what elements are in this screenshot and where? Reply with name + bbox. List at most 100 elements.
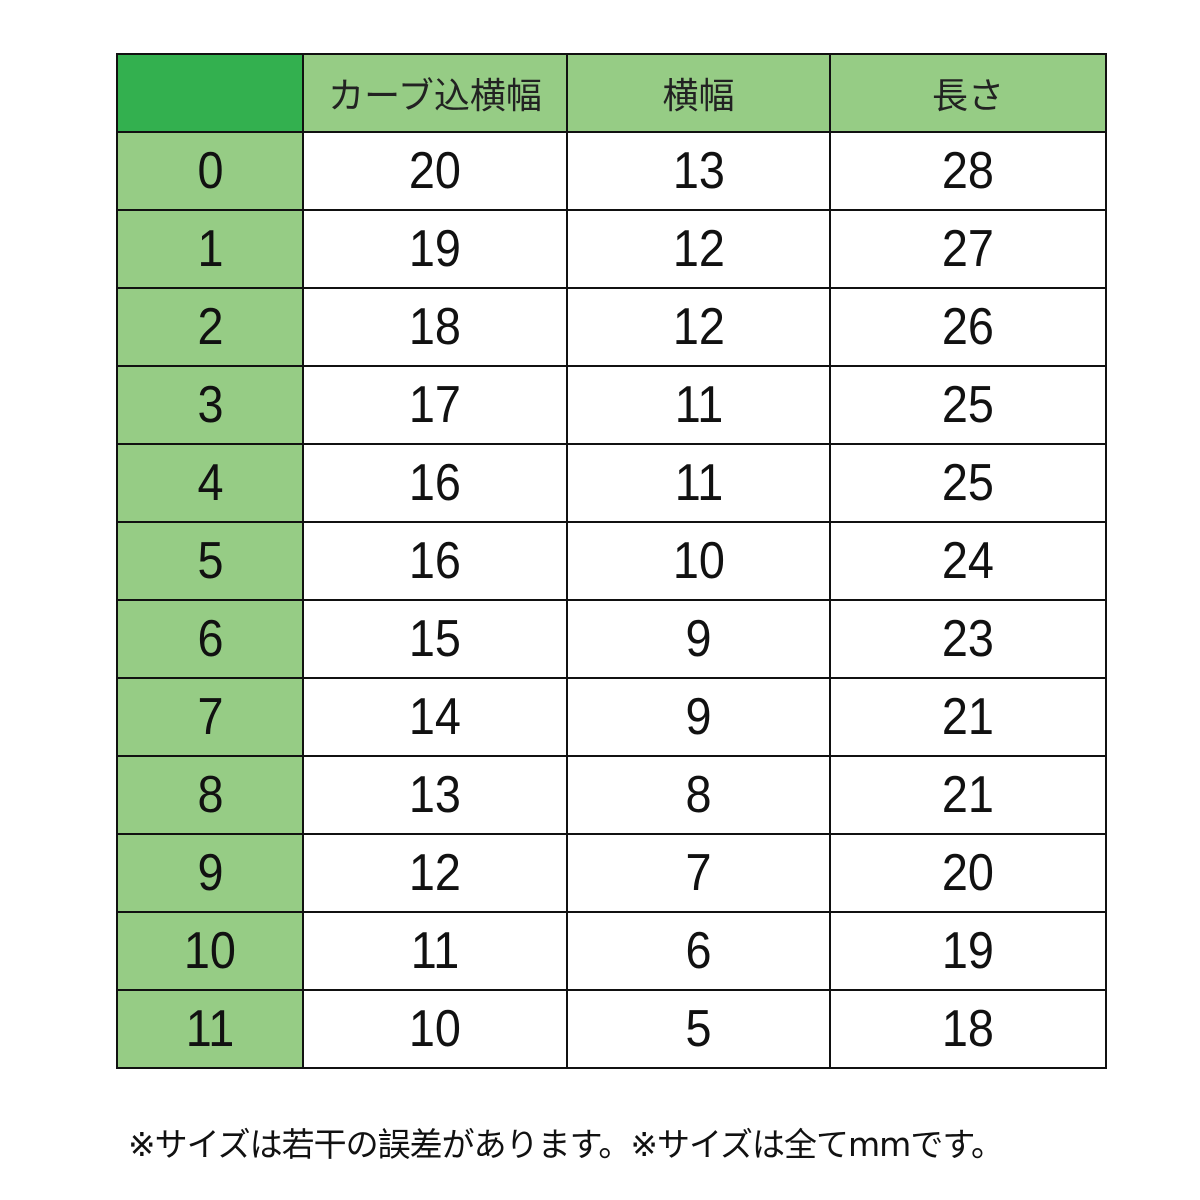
curve-width-cell: 10	[302, 989, 568, 1069]
cell-value: 8	[196, 766, 224, 824]
size-number: 10	[116, 911, 304, 991]
cell-value: 12	[408, 844, 462, 902]
cell-value: 13	[672, 142, 725, 200]
cell-value: 11	[410, 922, 460, 980]
cell-value: 10	[672, 532, 725, 590]
length-cell: 25	[829, 365, 1107, 445]
cell-value: 25	[941, 376, 995, 434]
width-cell: 11	[566, 443, 831, 523]
cell-value: 10	[408, 1000, 462, 1058]
cell-value: 12	[672, 298, 725, 356]
cell-value: 9	[196, 844, 224, 902]
header-length: 長さ	[829, 53, 1107, 133]
cell-value: 12	[672, 220, 725, 278]
header-corner	[116, 53, 304, 133]
cell-value: 11	[674, 454, 723, 512]
length-cell: 20	[829, 833, 1107, 913]
size-number: 11	[116, 989, 304, 1069]
cell-value: 24	[941, 532, 995, 590]
cell-value: 7	[196, 688, 224, 746]
cell-value: 17	[408, 376, 462, 434]
cell-value: 0	[196, 142, 224, 200]
cell-value: 19	[941, 922, 995, 980]
width-cell: 9	[566, 599, 831, 679]
size-number: 5	[116, 521, 304, 601]
cell-value: 10	[183, 922, 237, 980]
length-cell: 18	[829, 989, 1107, 1069]
cell-value: 15	[408, 610, 462, 668]
curve-width-cell: 12	[302, 833, 568, 913]
width-cell: 13	[566, 131, 831, 211]
cell-value: 28	[941, 142, 995, 200]
size-number: 6	[116, 599, 304, 679]
length-cell: 19	[829, 911, 1107, 991]
size-number: 7	[116, 677, 304, 757]
width-cell: 8	[566, 755, 831, 835]
curve-width-cell: 19	[302, 209, 568, 289]
curve-width-cell: 17	[302, 365, 568, 445]
table-row: 11 10 5 18	[116, 989, 1107, 1069]
width-cell: 5	[566, 989, 831, 1069]
curve-width-cell: 16	[302, 521, 568, 601]
curve-width-cell: 18	[302, 287, 568, 367]
cell-value: 18	[408, 298, 462, 356]
length-cell: 21	[829, 677, 1107, 757]
size-number: 8	[116, 755, 304, 835]
curve-width-cell: 13	[302, 755, 568, 835]
cell-value: 27	[941, 220, 995, 278]
cell-value: 3	[196, 376, 224, 434]
cell-value: 7	[685, 844, 712, 902]
cell-value: 23	[941, 610, 995, 668]
cell-value: 20	[408, 142, 462, 200]
cell-value: 26	[941, 298, 995, 356]
table-row: 6 15 9 23	[116, 599, 1107, 679]
cell-value: 8	[685, 766, 712, 824]
table-row: 0 20 13 28	[116, 131, 1107, 211]
width-cell: 11	[566, 365, 831, 445]
cell-value: 25	[941, 454, 995, 512]
curve-width-cell: 16	[302, 443, 568, 523]
width-cell: 12	[566, 287, 831, 367]
cell-value: 13	[408, 766, 462, 824]
cell-value: 9	[685, 610, 712, 668]
table-row: 9 12 7 20	[116, 833, 1107, 913]
width-cell: 6	[566, 911, 831, 991]
table-row: 1 19 12 27	[116, 209, 1107, 289]
cell-value: 16	[408, 532, 462, 590]
table-row: 4 16 11 25	[116, 443, 1107, 523]
header-curve-width: カーブ込横幅	[302, 53, 568, 133]
cell-value: 5	[196, 532, 224, 590]
length-cell: 27	[829, 209, 1107, 289]
width-cell: 9	[566, 677, 831, 757]
length-cell: 25	[829, 443, 1107, 523]
table-row: 10 11 6 19	[116, 911, 1107, 991]
table-row: 3 17 11 25	[116, 365, 1107, 445]
cell-value: 6	[685, 922, 712, 980]
cell-value: 11	[674, 376, 723, 434]
curve-width-cell: 15	[302, 599, 568, 679]
size-number: 2	[116, 287, 304, 367]
size-number: 4	[116, 443, 304, 523]
size-table: カーブ込横幅 横幅 長さ 0 20 13 28 1 19 12 27 2 18 12 26 3 17 11 2…	[116, 53, 1107, 1069]
table-row: 7 14 9 21	[116, 677, 1107, 757]
footnote: ※サイズは若干の誤差があります。※サイズは全てmmです。	[128, 1125, 1004, 1164]
length-cell: 23	[829, 599, 1107, 679]
cell-value: 14	[408, 688, 462, 746]
cell-value: 5	[685, 1000, 712, 1058]
size-number: 0	[116, 131, 304, 211]
width-cell: 7	[566, 833, 831, 913]
cell-value: 4	[196, 454, 224, 512]
length-cell: 28	[829, 131, 1107, 211]
length-cell: 24	[829, 521, 1107, 601]
width-cell: 12	[566, 209, 831, 289]
table-row: 5 16 10 24	[116, 521, 1107, 601]
cell-value: 9	[685, 688, 712, 746]
curve-width-cell: 14	[302, 677, 568, 757]
cell-value: 16	[408, 454, 462, 512]
cell-value: 1	[196, 220, 224, 278]
table-row: 2 18 12 26	[116, 287, 1107, 367]
header-row: カーブ込横幅 横幅 長さ	[116, 53, 1107, 133]
cell-value: 21	[941, 688, 995, 746]
length-cell: 26	[829, 287, 1107, 367]
width-cell: 10	[566, 521, 831, 601]
